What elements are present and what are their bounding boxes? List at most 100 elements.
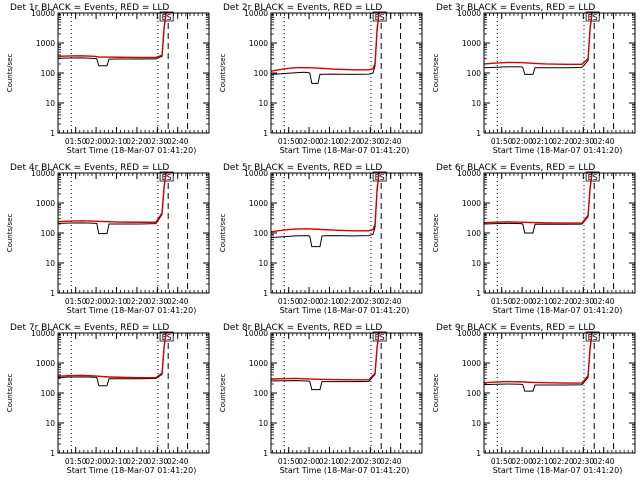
lld-series-line [483, 332, 593, 384]
y-tick-label: 1 [476, 449, 481, 458]
y-tick-label: 1 [263, 449, 268, 458]
panel-4: Det 4r BLACK = Events, RED = LLD Counts/s… [6, 163, 210, 315]
x-tick-label: 02:20 [552, 137, 574, 146]
x-tick-label: 01:50 [65, 137, 87, 146]
y-axis-label: Counts/sec [6, 374, 14, 413]
x-tick-label: 02:40 [593, 137, 615, 146]
plot-frame [270, 12, 423, 134]
y-tick-label: 10000 [457, 9, 481, 18]
x-axis-label: Start Time (18-Mar-07 01:41:20) [280, 146, 410, 155]
x-tick-label: 02:30 [573, 297, 595, 306]
x-tick-label: 02:30 [360, 297, 382, 306]
panel-7: Det 7r BLACK = Events, RED = LLD Counts/s… [6, 323, 210, 475]
x-tick-label: 02:20 [126, 457, 148, 466]
y-tick-label: 10000 [457, 169, 481, 178]
y-axis-label: Counts/sec [6, 214, 14, 253]
lld-series-line [483, 12, 593, 65]
marker-e: E [162, 173, 167, 182]
panel-title: Det 7r BLACK = Events, RED = LLD [10, 323, 169, 333]
x-tick-label: 01:50 [278, 297, 300, 306]
x-tick-label: 02:40 [167, 137, 189, 146]
x-tick-label: 02:00 [298, 457, 320, 466]
y-tick-label: 1 [476, 129, 481, 138]
plot-frame [270, 332, 423, 454]
y-tick-label: 1000 [462, 199, 481, 208]
panel-title: Det 8r BLACK = Events, RED = LLD [223, 323, 382, 333]
panel-8: Det 8r BLACK = Events, RED = LLD Counts/s… [219, 323, 423, 475]
marker-e: E [162, 13, 167, 22]
x-tick-label: 02:10 [532, 457, 554, 466]
y-tick-label: 100 [467, 229, 482, 238]
marker-s: S [380, 13, 385, 22]
marker-s: S [593, 333, 598, 342]
plot-frame [57, 172, 210, 294]
y-tick-label: 1 [476, 289, 481, 298]
y-tick-label: 1000 [249, 359, 268, 368]
panel-6: Det 6r BLACK = Events, RED = LLD Counts/s… [432, 163, 636, 315]
x-tick-label: 02:30 [360, 137, 382, 146]
x-tick-label: 02:30 [147, 297, 169, 306]
panel-9: Det 9r BLACK = Events, RED = LLD Counts/s… [432, 323, 636, 475]
marker-e: E [375, 333, 380, 342]
marker-s: S [167, 13, 172, 22]
y-axis-label: Counts/sec [219, 54, 227, 93]
panel-3: Det 3r BLACK = Events, RED = LLD Counts/s… [432, 3, 636, 155]
x-tick-label: 02:10 [319, 297, 341, 306]
events-series-line [483, 332, 593, 392]
y-axis-label: Counts/sec [219, 214, 227, 253]
panel-5: Det 5r BLACK = Events, RED = LLD Counts/s… [219, 163, 423, 315]
x-tick-label: 02:10 [106, 297, 128, 306]
panel-title: Det 4r BLACK = Events, RED = LLD [10, 163, 169, 173]
y-tick-label: 1 [50, 289, 55, 298]
x-tick-label: 01:50 [65, 297, 87, 306]
y-tick-label: 1000 [249, 199, 268, 208]
marker-s: S [593, 173, 598, 182]
lld-series-line [57, 172, 167, 223]
panel-2: Det 2r BLACK = Events, RED = LLD Counts/s… [219, 3, 423, 155]
x-axis-label: Start Time (18-Mar-07 01:41:20) [67, 306, 197, 315]
x-tick-label: 01:50 [278, 137, 300, 146]
x-tick-label: 02:30 [147, 137, 169, 146]
x-tick-label: 02:10 [319, 137, 341, 146]
x-tick-label: 02:10 [106, 137, 128, 146]
y-tick-label: 10 [45, 99, 55, 108]
y-tick-label: 100 [41, 229, 56, 238]
lld-series-line [57, 12, 167, 59]
marker-s: S [380, 333, 385, 342]
x-tick-label: 02:30 [573, 457, 595, 466]
x-tick-label: 02:40 [167, 297, 189, 306]
x-tick-label: 01:50 [278, 457, 300, 466]
x-tick-label: 02:40 [380, 137, 402, 146]
x-axis-label: Start Time (18-Mar-07 01:41:20) [493, 146, 623, 155]
x-tick-label: 02:40 [380, 297, 402, 306]
y-tick-label: 1000 [249, 39, 268, 48]
x-tick-label: 02:00 [85, 457, 107, 466]
x-tick-label: 02:00 [511, 457, 533, 466]
x-axis-label: Start Time (18-Mar-07 01:41:20) [280, 466, 410, 475]
panel-title: Det 5r BLACK = Events, RED = LLD [223, 163, 382, 173]
y-tick-label: 10000 [31, 169, 55, 178]
x-tick-label: 02:00 [85, 297, 107, 306]
x-tick-label: 02:40 [167, 457, 189, 466]
x-tick-label: 02:00 [298, 297, 320, 306]
y-tick-label: 10000 [244, 169, 268, 178]
marker-e: E [375, 13, 380, 22]
marker-e: E [162, 333, 167, 342]
panel-1: Det 1r BLACK = Events, RED = LLD Counts/s… [6, 3, 210, 155]
events-series-line [483, 172, 593, 234]
y-tick-label: 100 [254, 229, 269, 238]
y-tick-label: 1 [50, 449, 55, 458]
x-tick-label: 02:00 [511, 297, 533, 306]
x-tick-label: 02:20 [126, 297, 148, 306]
x-tick-label: 02:30 [573, 137, 595, 146]
lld-series-line [483, 172, 593, 224]
y-tick-label: 1 [263, 289, 268, 298]
y-tick-label: 10 [45, 419, 55, 428]
x-axis-label: Start Time (18-Mar-07 01:41:20) [67, 466, 197, 475]
x-axis-label: Start Time (18-Mar-07 01:41:20) [493, 466, 623, 475]
y-tick-label: 1 [50, 129, 55, 138]
x-tick-label: 02:20 [552, 297, 574, 306]
x-tick-label: 01:50 [65, 457, 87, 466]
x-tick-label: 02:00 [298, 137, 320, 146]
